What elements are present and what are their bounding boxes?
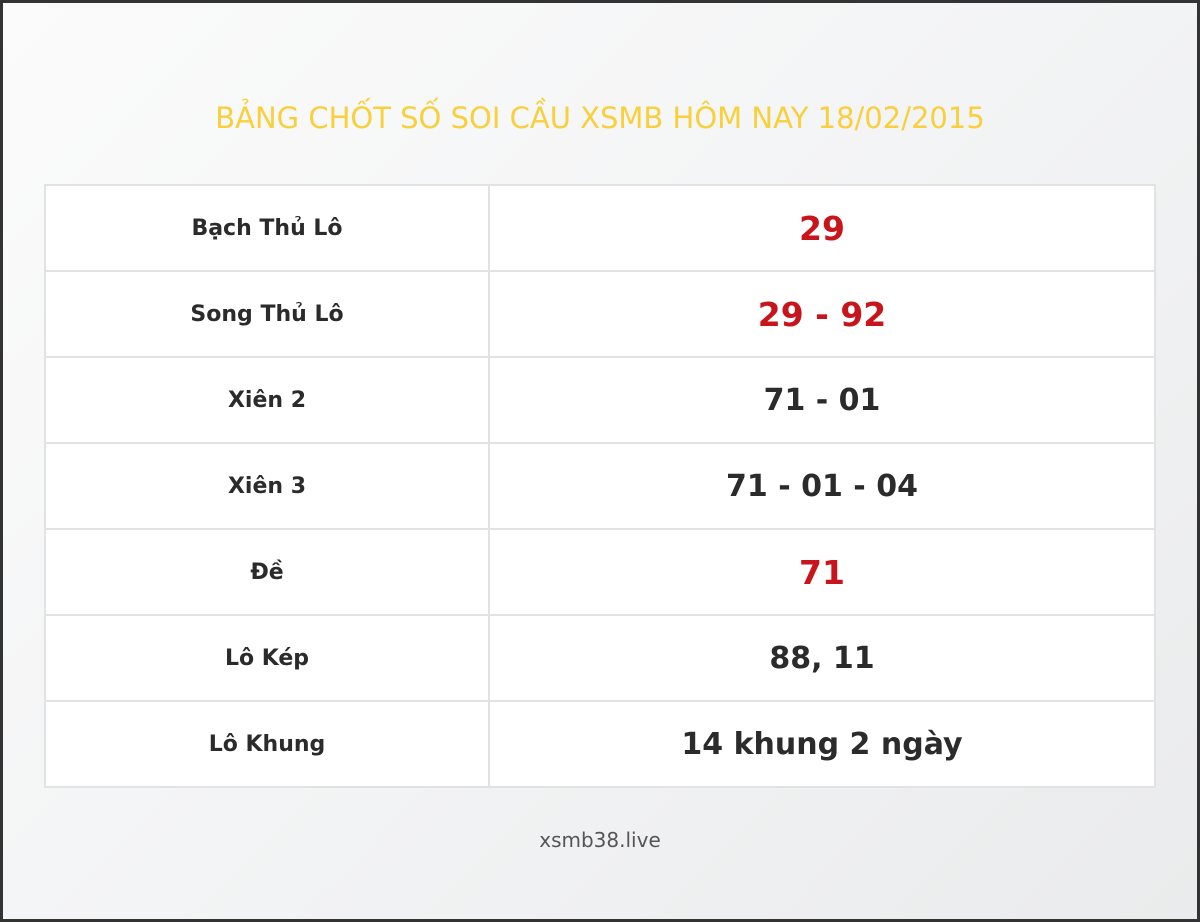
row-label: Bạch Thủ Lô bbox=[44, 184, 490, 272]
page-title: BẢNG CHỐT SỐ SOI CẦU XSMB HÔM NAY 18/02/… bbox=[215, 101, 985, 135]
row-value: 71 - 01 - 04 bbox=[488, 442, 1156, 530]
table-row: Lô Kép 88, 11 bbox=[44, 614, 1156, 702]
row-label: Lô Khung bbox=[44, 700, 490, 788]
site-watermark: xsmb38.live bbox=[539, 828, 661, 852]
row-value: 71 - 01 bbox=[488, 356, 1156, 444]
row-label: Lô Kép bbox=[44, 614, 490, 702]
table-row: Xiên 2 71 - 01 bbox=[44, 356, 1156, 444]
row-label: Xiên 3 bbox=[44, 442, 490, 530]
row-value: 29 bbox=[488, 184, 1156, 272]
prediction-table: Bạch Thủ Lô 29 Song Thủ Lô 29 - 92 Xiên 2 71 … bbox=[44, 184, 1156, 788]
table-row: Bạch Thủ Lô 29 bbox=[44, 184, 1156, 272]
table-row: Lô Khung 14 khung 2 ngày bbox=[44, 700, 1156, 788]
table-row: Xiên 3 71 - 01 - 04 bbox=[44, 442, 1156, 530]
row-label: Song Thủ Lô bbox=[44, 270, 490, 358]
row-value: 88, 11 bbox=[488, 614, 1156, 702]
row-value: 14 khung 2 ngày bbox=[488, 700, 1156, 788]
row-value: 71 bbox=[488, 528, 1156, 616]
row-label: Xiên 2 bbox=[44, 356, 490, 444]
row-value: 29 - 92 bbox=[488, 270, 1156, 358]
table-row: Song Thủ Lô 29 - 92 bbox=[44, 270, 1156, 358]
row-label: Đề bbox=[44, 528, 490, 616]
table-row: Đề 71 bbox=[44, 528, 1156, 616]
